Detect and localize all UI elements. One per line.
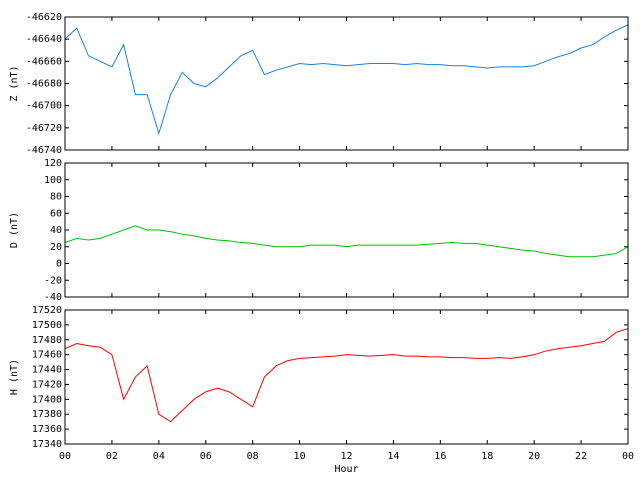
y-tick-label: -46660 (26, 56, 62, 67)
y-tick-label: 80 (50, 192, 62, 203)
x-tick-label: 08 (247, 451, 259, 462)
y-tick-label: -46700 (26, 101, 62, 112)
y-tick-label: 40 (50, 225, 62, 236)
y-tick-label: 17340 (32, 439, 62, 450)
y-tick-label: 17440 (32, 365, 62, 376)
y-tick-label: 17500 (32, 320, 62, 331)
x-tick-label: 12 (340, 451, 352, 462)
x-tick-label: 10 (294, 451, 306, 462)
x-tick-label: 14 (387, 451, 399, 462)
y-axis-label: H (nT) (9, 359, 20, 395)
x-tick-label: 18 (481, 451, 493, 462)
x-tick-label: 00 (59, 451, 71, 462)
y-tick-label: 100 (44, 175, 62, 186)
y-tick-label: 120 (44, 158, 62, 169)
y-tick-label: 60 (50, 208, 62, 219)
y-tick-label: 17380 (32, 409, 62, 420)
y-tick-label: -46720 (26, 123, 62, 134)
x-tick-label: 04 (153, 451, 165, 462)
x-tick-label: 06 (200, 451, 212, 462)
y-tick-label: -40 (44, 292, 62, 303)
y-tick-label: 17420 (32, 379, 62, 390)
y-tick-label: 20 (50, 242, 62, 253)
x-tick-label: 16 (434, 451, 446, 462)
x-tick-label: 22 (575, 451, 587, 462)
x-axis-label: Hour (334, 464, 358, 475)
y-tick-label: 0 (56, 259, 62, 270)
y-tick-label: -46740 (26, 145, 62, 156)
data-line (64, 328, 629, 423)
x-tick-label: 00 (622, 451, 634, 462)
y-tick-label: -20 (44, 275, 62, 286)
y-tick-label: -46640 (26, 34, 62, 45)
data-line (64, 225, 629, 258)
y-tick-label: 17480 (32, 335, 62, 346)
y-tick-label: -46680 (26, 79, 62, 90)
data-line (64, 24, 629, 136)
y-tick-label: -46620 (26, 12, 62, 23)
y-axis-label: D (nT) (9, 212, 20, 248)
y-tick-label: 17460 (32, 350, 62, 361)
y-tick-label: 17360 (32, 424, 62, 435)
y-axis-label: Z (nT) (9, 65, 20, 101)
x-tick-label: 20 (528, 451, 540, 462)
y-tick-label: 17400 (32, 394, 62, 405)
plot-frame (64, 16, 629, 151)
x-tick-label: 02 (106, 451, 118, 462)
y-tick-label: 17520 (32, 305, 62, 316)
